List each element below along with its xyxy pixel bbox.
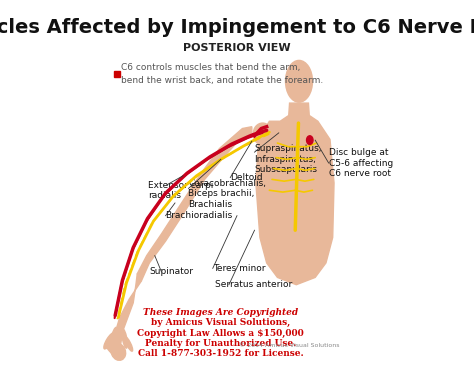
Text: Disc bulge at
C5-6 affecting
C6 nerve root: Disc bulge at C5-6 affecting C6 nerve ro… — [328, 148, 393, 178]
Ellipse shape — [285, 60, 312, 102]
Ellipse shape — [253, 123, 272, 145]
Text: © 2014 Amicus Visual Solutions: © 2014 Amicus Visual Solutions — [239, 343, 339, 348]
Text: Extensor carpi
radialis: Extensor carpi radialis — [148, 180, 213, 200]
Text: Supraspinatus,
Infraspinatus,
Subscapularis: Supraspinatus, Infraspinatus, Subscapula… — [255, 145, 322, 174]
Circle shape — [307, 136, 313, 145]
Text: by Amicus Visual Solutions,: by Amicus Visual Solutions, — [151, 318, 291, 328]
Text: Coracobrachialis,
Biceps brachii,
Brachialis: Coracobrachialis, Biceps brachii, Brachi… — [189, 179, 266, 209]
Polygon shape — [288, 103, 310, 123]
Text: C6 controls muscles that bend the arm,
bend the wrist back, and rotate the forea: C6 controls muscles that bend the arm, b… — [121, 63, 323, 85]
Ellipse shape — [106, 344, 116, 355]
Text: Teres minor: Teres minor — [213, 264, 265, 273]
Text: Copyright Law Allows a $150,000: Copyright Law Allows a $150,000 — [137, 329, 304, 338]
Ellipse shape — [110, 328, 117, 347]
Text: Penalty for Unauthorized Use.: Penalty for Unauthorized Use. — [145, 339, 297, 348]
Ellipse shape — [104, 333, 114, 349]
Text: These Images Are Copyrighted: These Images Are Copyrighted — [143, 308, 299, 317]
Text: Supinator: Supinator — [149, 268, 193, 276]
Polygon shape — [256, 116, 334, 285]
Ellipse shape — [122, 329, 128, 348]
Polygon shape — [137, 127, 252, 281]
Text: Muscles Affected by Impingement to C6 Nerve Root: Muscles Affected by Impingement to C6 Ne… — [0, 18, 474, 37]
Text: POSTERIOR VIEW: POSTERIOR VIEW — [183, 43, 291, 53]
Polygon shape — [113, 274, 141, 350]
Text: Brachioradialis: Brachioradialis — [165, 211, 233, 220]
Text: Deltoid: Deltoid — [230, 173, 263, 182]
Ellipse shape — [111, 344, 126, 360]
Text: Serratus anterior: Serratus anterior — [216, 280, 292, 289]
Ellipse shape — [125, 337, 133, 351]
Text: Call 1-877-303-1952 for License.: Call 1-877-303-1952 for License. — [138, 349, 304, 358]
Ellipse shape — [117, 325, 121, 347]
